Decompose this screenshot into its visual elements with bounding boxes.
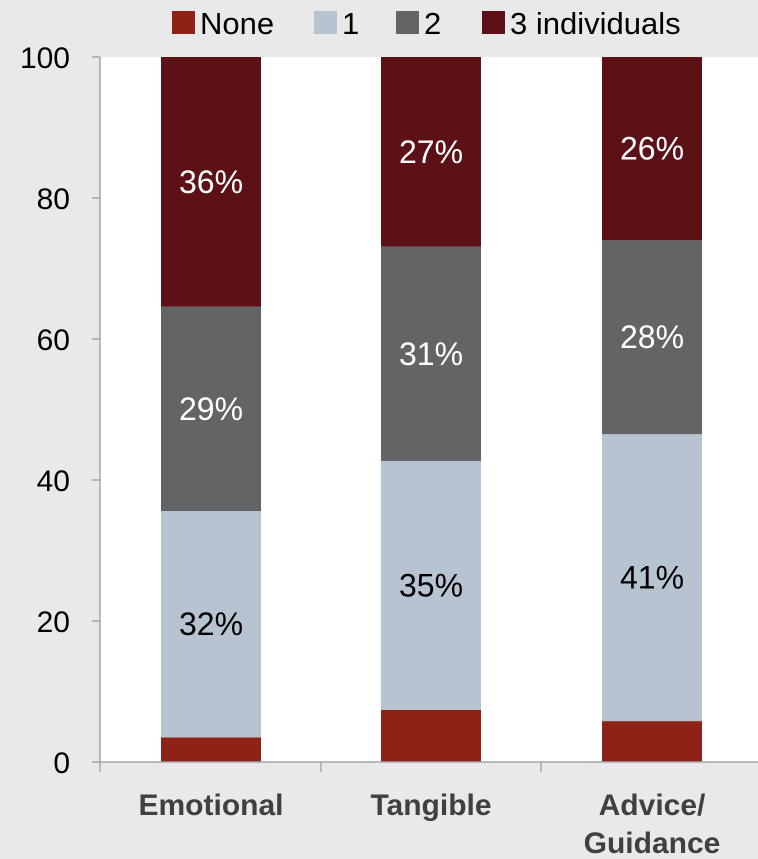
legend-swatch-2 (396, 11, 419, 34)
bar-segment-2-0 (602, 721, 702, 762)
x-category-label-2: Advice/Guidance (584, 789, 721, 859)
bar-segment-2-2 (602, 240, 702, 435)
data-label-0-2: 29% (179, 391, 243, 427)
bar-segment-1-3 (381, 57, 481, 247)
x-category-label-0: Emotional (138, 789, 283, 822)
legend: None 1 2 3 individuals (172, 6, 681, 41)
legend-swatch-0 (172, 11, 195, 34)
data-label-0-3: 36% (179, 164, 243, 200)
bar-segment-0-3 (161, 57, 261, 307)
bar-segment-0-2 (161, 306, 261, 512)
bar-segment-2-3 (602, 57, 702, 241)
data-label-0-1: 32% (179, 606, 243, 642)
y-tick-label-5: 100 (20, 42, 70, 75)
data-label-2-2: 28% (620, 319, 684, 355)
legend-label-1: 1 (342, 6, 359, 41)
data-label-1-1: 35% (399, 567, 463, 603)
bar-segment-0-1 (161, 511, 261, 738)
x-category-label-1: Tangible (370, 789, 491, 822)
data-label-1-3: 27% (399, 134, 463, 170)
y-tick-label-4: 80 (37, 183, 70, 216)
y-tick-label-1: 20 (37, 606, 70, 639)
legend-swatch-3 (482, 11, 505, 34)
data-label-1-2: 31% (399, 336, 463, 372)
data-label-2-1: 41% (620, 560, 684, 596)
y-tick-label-2: 40 (37, 465, 70, 498)
bar-segment-1-2 (381, 246, 481, 461)
bar-segment-1-0 (381, 709, 481, 762)
legend-label-2: 2 (424, 6, 441, 41)
legend-label-0: None (200, 6, 274, 41)
bar-segment-1-1 (381, 460, 481, 710)
bar-segment-2-1 (602, 434, 702, 722)
y-tick-label-0: 0 (53, 747, 70, 780)
y-tick-label-3: 60 (37, 324, 70, 357)
legend-swatch-1 (314, 11, 337, 34)
legend-label-3: 3 individuals (510, 6, 681, 41)
data-label-2-3: 26% (620, 131, 684, 167)
bar-segment-0-0 (161, 737, 261, 762)
